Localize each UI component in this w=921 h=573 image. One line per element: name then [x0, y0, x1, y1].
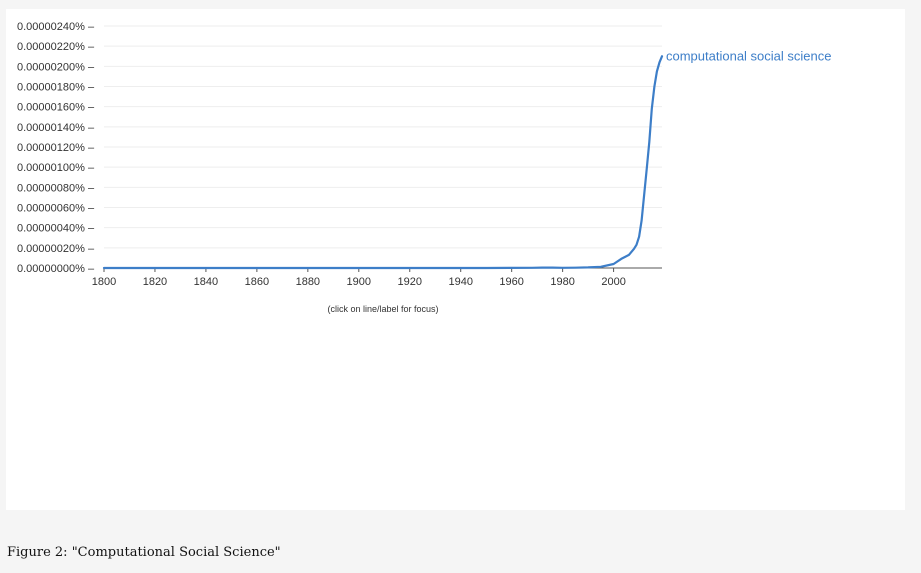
- x-tick-label: 1900: [347, 276, 371, 288]
- y-tick-label: 0.00000180% –: [17, 82, 95, 94]
- x-tick-label: 1880: [296, 276, 320, 288]
- chart-panel: 0.00000000% – 0.00000020% – 0.00000040% – 0…: [6, 9, 905, 510]
- series-line[interactable]: [102, 55, 664, 270]
- y-tick-label: 0.00000060% –: [17, 203, 95, 215]
- y-tick-label: 0.00000080% –: [17, 182, 95, 194]
- x-tick-label: 1860: [245, 276, 269, 288]
- y-tick-label: 0.00000020% –: [17, 243, 95, 255]
- x-tick-label: 2000: [601, 276, 625, 288]
- grid-lines: [104, 25, 662, 249]
- series-label[interactable]: computational social science: [666, 48, 831, 63]
- x-tick-label: 1980: [550, 276, 574, 288]
- x-axis: 1800 1820 1840 1860 1880 1900 1920 1940 1960 1980…: [92, 267, 662, 288]
- x-tick-label: 1800: [92, 276, 116, 288]
- y-tick-label: 0.00000240% –: [17, 21, 95, 33]
- x-tick-label: 1940: [448, 276, 472, 288]
- figure-caption: Figure 2: "Computational Social Science": [7, 545, 281, 560]
- y-tick-label: 0.00000200% –: [17, 61, 95, 73]
- y-tick-label: 0.00000220% –: [17, 41, 95, 53]
- x-tick-label: 1840: [194, 276, 218, 288]
- y-tick-label: 0.00000000% –: [17, 263, 95, 275]
- y-tick-label: 0.00000140% –: [17, 122, 95, 134]
- x-tick-label: 1820: [143, 276, 167, 288]
- y-tick-label: 0.00000100% –: [17, 162, 95, 174]
- x-tick-label: 1920: [398, 276, 422, 288]
- y-tick-label: 0.00000040% –: [17, 223, 95, 235]
- x-tick-label: 1960: [499, 276, 523, 288]
- focus-hint: (click on line/label for focus): [327, 304, 438, 314]
- y-axis: 0.00000000% – 0.00000020% – 0.00000040% – 0…: [17, 21, 95, 275]
- series-layer[interactable]: computational social science: [102, 48, 831, 270]
- y-tick-label: 0.00000120% –: [17, 142, 95, 154]
- ngram-line-chart: 0.00000000% – 0.00000020% – 0.00000040% – 0…: [17, 21, 831, 314]
- y-tick-label: 0.00000160% –: [17, 102, 95, 114]
